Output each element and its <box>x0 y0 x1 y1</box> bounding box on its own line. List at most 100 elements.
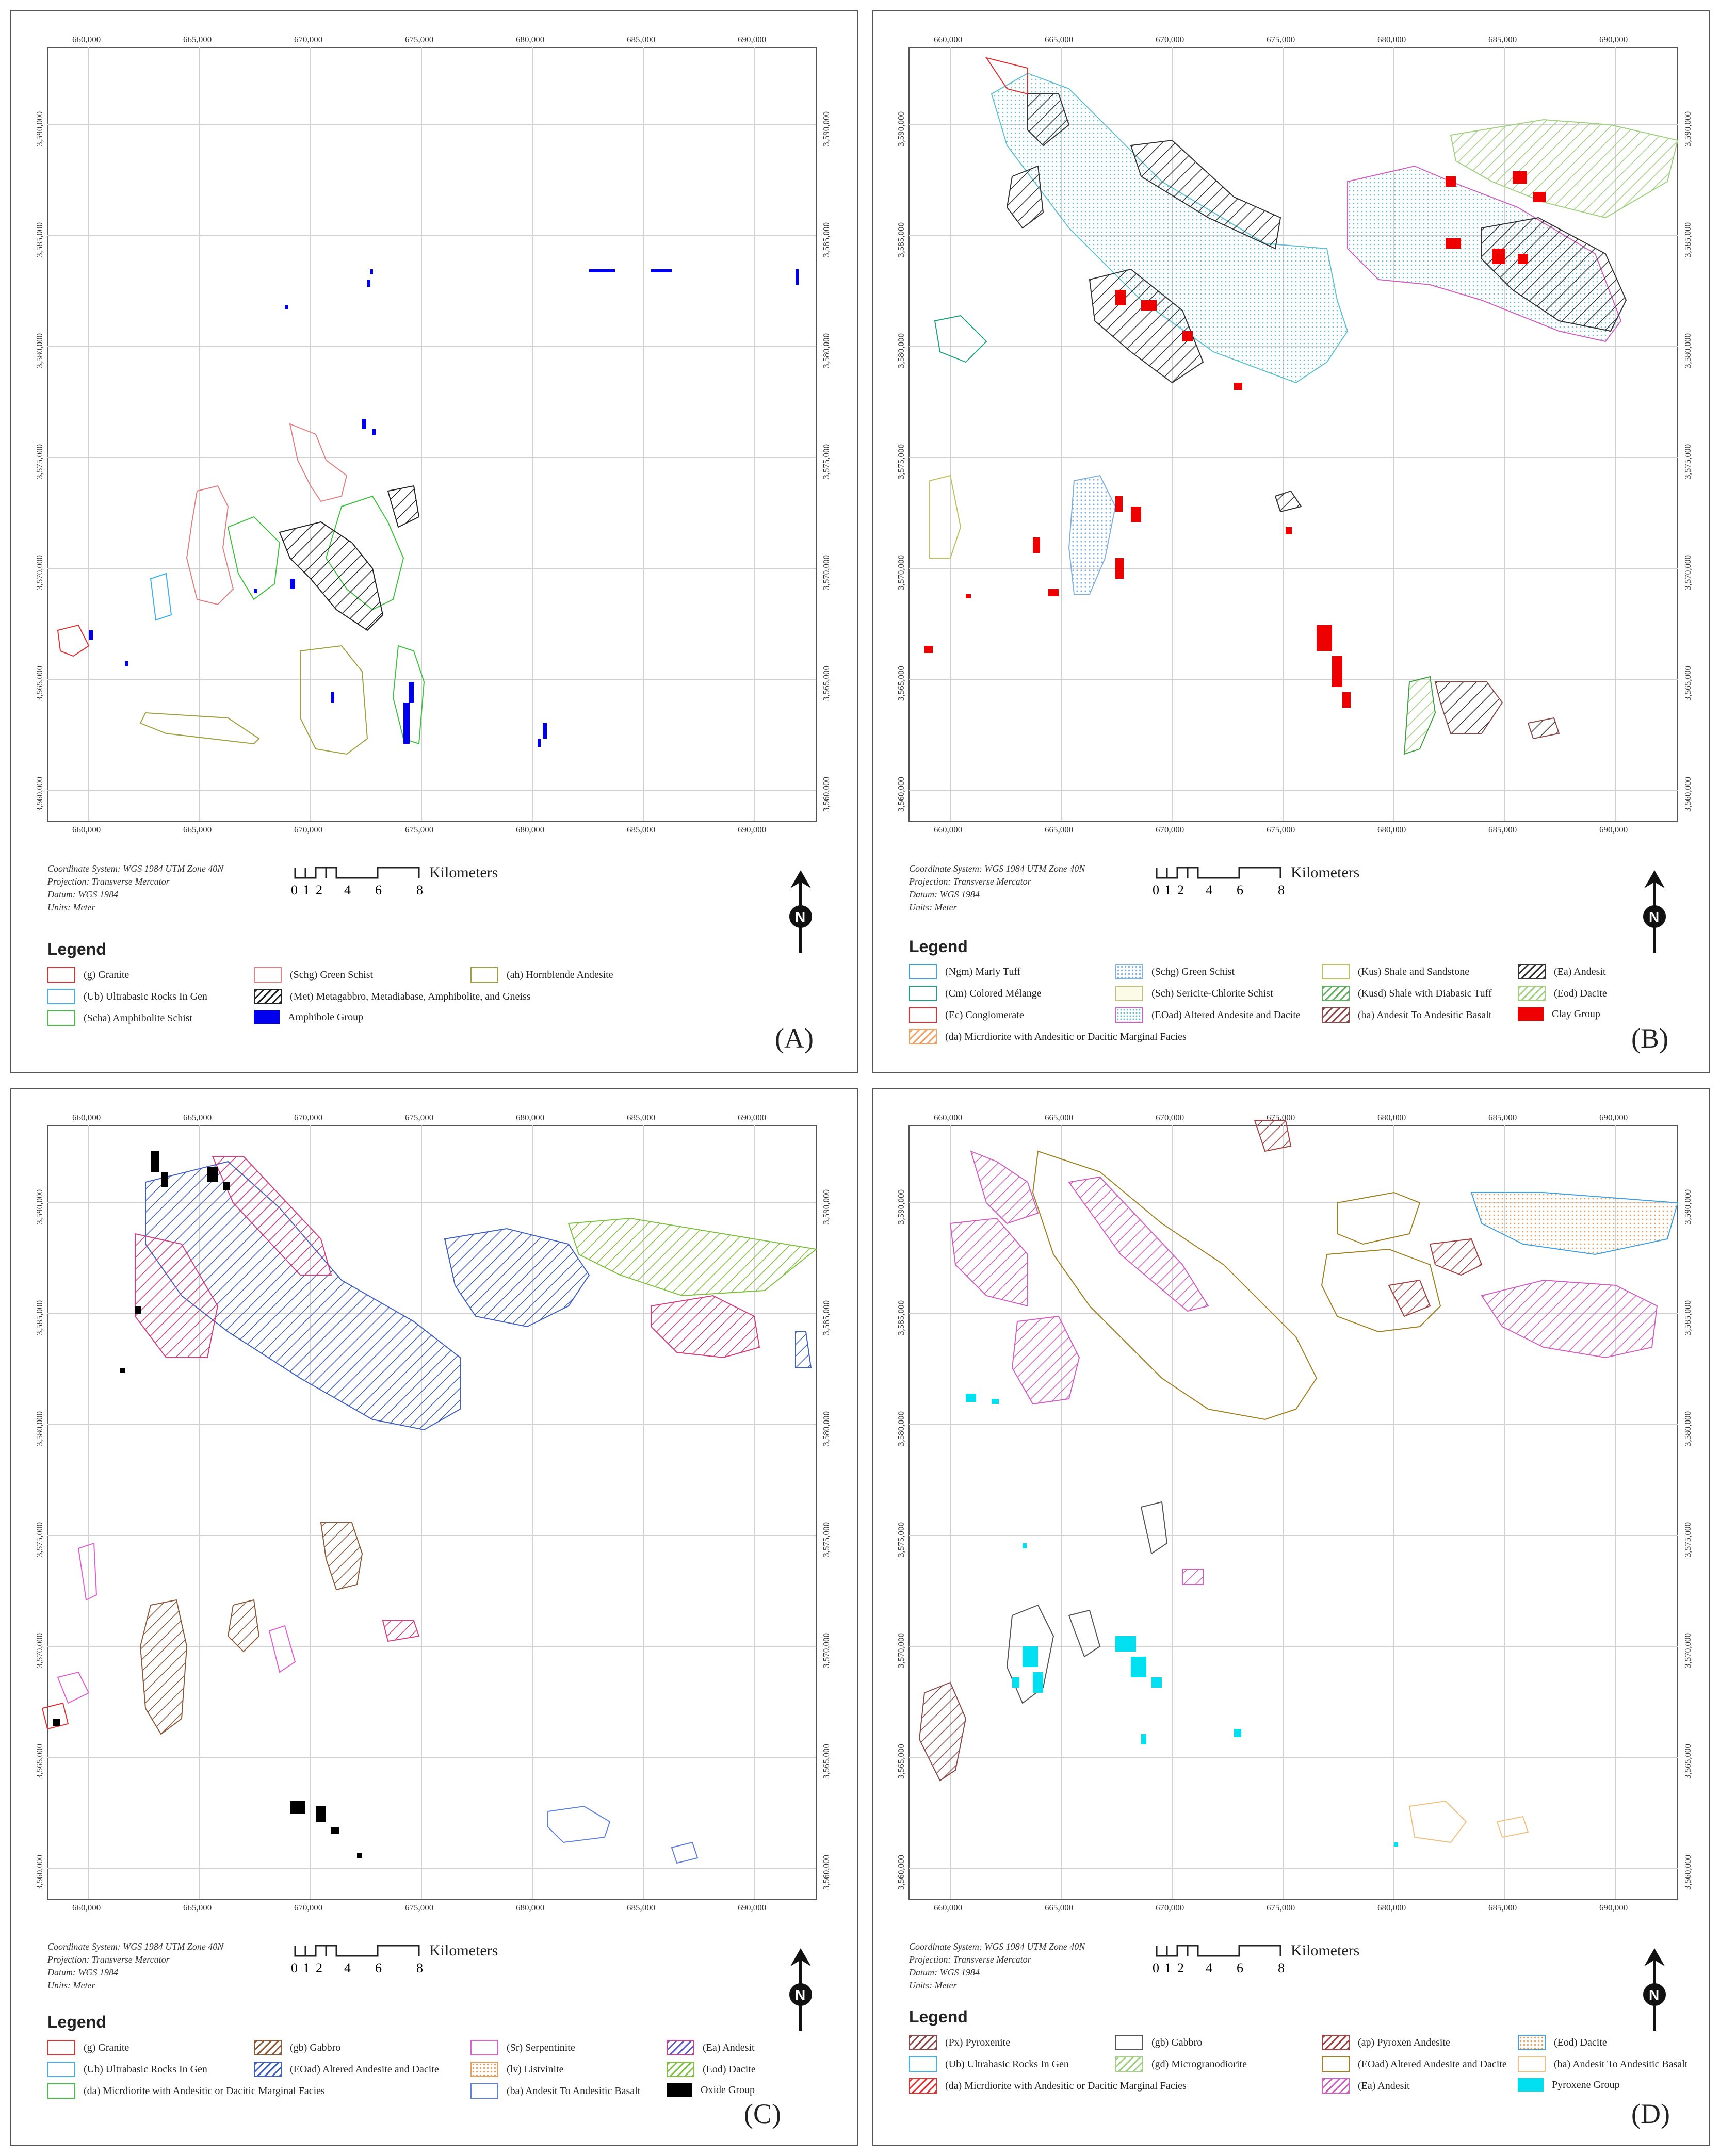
scale-unit: Kilometers <box>429 1942 498 1959</box>
x-tick: 680,000 <box>516 825 544 835</box>
scale-label: 1 <box>1164 1961 1171 1975</box>
geology-units-b <box>929 57 1679 755</box>
x-tick: 685,000 <box>1488 825 1517 835</box>
y-tick: 3,585,000 <box>896 1300 906 1335</box>
y-tick: 3,590,000 <box>896 111 906 146</box>
legend-title: Legend <box>47 2013 106 2031</box>
y-tick: 3,570,000 <box>821 1633 831 1668</box>
y-tick: 3,565,000 <box>821 666 831 701</box>
x-tick: 660,000 <box>934 825 962 835</box>
x-tick: 665,000 <box>1045 1903 1073 1913</box>
scale-unit: Kilometers <box>1291 1942 1360 1959</box>
x-tick: 660,000 <box>934 1903 962 1913</box>
y-tick: 3,590,000 <box>1683 1189 1693 1224</box>
panel-label: (D) <box>1631 2098 1670 2129</box>
north-arrow-icon: N <box>1643 1948 1666 2031</box>
map-metadata: Coordinate System: WGS 1984 UTM Zone 40N… <box>47 1941 224 1990</box>
legend-swatch <box>470 2040 498 2055</box>
legend-swatch <box>254 2040 282 2055</box>
y-tick: 3,560,000 <box>1683 1855 1693 1890</box>
y-tick: 3,565,000 <box>821 1744 831 1779</box>
legend-item: (gd) Microgranodiorite <box>1115 2056 1247 2072</box>
legend-item: (g) Granite <box>47 967 129 983</box>
scale-label: 8 <box>1278 1961 1285 1975</box>
scale-label: 0 <box>1153 1961 1159 1975</box>
y-tick: 3,590,000 <box>896 1189 906 1224</box>
x-tick: 670,000 <box>1156 825 1184 835</box>
legend-swatch <box>909 2035 937 2050</box>
clay-occurrences <box>924 171 1546 708</box>
legend-item: (EOad) Altered Andesite and Dacite <box>254 2062 439 2077</box>
north-arrow-icon: N <box>789 1948 812 2031</box>
legend-item: (ah) Hornblende Andesite <box>470 967 613 983</box>
y-tick: 3,570,000 <box>35 555 44 590</box>
y-tick: 3,585,000 <box>896 222 906 257</box>
legend-item: (Sr) Serpentinite <box>470 2040 575 2055</box>
y-tick: 3,585,000 <box>821 1300 831 1335</box>
scale-label: 4 <box>1206 1961 1212 1975</box>
y-tick: 3,580,000 <box>896 1411 906 1446</box>
legend-item: (Schg) Green Schist <box>254 967 373 983</box>
x-tick: 675,000 <box>1267 35 1295 44</box>
legend-item: (Scha) Amphibolite Schist <box>47 1010 192 1026</box>
legend-item: (da) Micrdiorite with Andesitic or Dacit… <box>47 2083 325 2099</box>
y-tick: 3,570,000 <box>1683 555 1693 590</box>
legend-item: (EOad) Altered Andesite and Dacite <box>1322 2056 1507 2072</box>
scale-label: 2 <box>1177 1961 1184 1975</box>
legend-swatch <box>1115 986 1143 1001</box>
scale-label: 4 <box>1206 883 1212 897</box>
x-tick: 685,000 <box>1488 1903 1517 1913</box>
x-tick: 680,000 <box>516 1903 544 1913</box>
y-tick: 3,560,000 <box>35 777 44 812</box>
x-tick: 680,000 <box>516 35 544 44</box>
y-tick: 3,575,000 <box>896 444 906 479</box>
legend-item: (Kus) Shale and Sandstone <box>1322 964 1469 979</box>
map-frame-d: 660,000 665,000 670,000 675,000 680,000 … <box>896 1113 1693 1913</box>
north-arrow-icon: N <box>1643 870 1666 953</box>
legend-title: Legend <box>909 937 968 956</box>
x-tick: 685,000 <box>627 1113 655 1122</box>
legend-item: (Px) Pyroxenite <box>909 2035 1010 2050</box>
scale-label: 4 <box>344 883 351 897</box>
legend-swatch <box>909 964 937 979</box>
legend-item: (Ea) Andesit <box>1322 2078 1410 2094</box>
legend-swatch <box>47 2062 75 2077</box>
scale-label: 6 <box>1237 883 1243 897</box>
x-tick: 680,000 <box>1377 825 1406 835</box>
x-tick: 690,000 <box>738 35 766 44</box>
x-tick: 690,000 <box>738 1903 766 1913</box>
legend-swatch <box>667 2062 694 2077</box>
legend-item: (Eod) Dacite <box>667 2062 756 2077</box>
x-tick: 660,000 <box>72 1903 101 1913</box>
legend-item: (Schg) Green Schist <box>1115 964 1235 979</box>
legend-swatch <box>1322 986 1350 1001</box>
y-tick: 3,565,000 <box>896 666 906 701</box>
scale-label: 6 <box>375 1961 382 1975</box>
scale-label: 0 <box>291 883 298 897</box>
y-tick: 3,575,000 <box>1683 1522 1693 1557</box>
y-tick: 3,570,000 <box>896 555 906 590</box>
x-tick: 660,000 <box>934 1113 962 1122</box>
x-tick: 675,000 <box>405 35 433 44</box>
x-tick: 665,000 <box>1045 825 1073 835</box>
y-tick: 3,590,000 <box>35 1189 44 1224</box>
x-tick: 680,000 <box>1377 1113 1406 1122</box>
x-tick: 685,000 <box>1488 1113 1517 1122</box>
legend-swatch <box>47 967 75 983</box>
y-tick: 3,565,000 <box>896 1744 906 1779</box>
y-tick: 3,580,000 <box>35 333 44 368</box>
legend-swatch <box>470 2083 498 2099</box>
y-tick: 3,560,000 <box>1683 777 1693 812</box>
y-tick: 3,580,000 <box>896 333 906 368</box>
legend-item: (Ec) Conglomerate <box>909 1007 1024 1023</box>
x-tick: 675,000 <box>1267 825 1295 835</box>
x-tick: 670,000 <box>1156 1113 1184 1122</box>
legend-swatch <box>1322 2078 1350 2094</box>
legend-item: (ba) Andesit To Andesitic Basalt <box>1322 1007 1491 1023</box>
legend-item: Amphibole Group <box>254 1010 363 1024</box>
y-tick: 3,585,000 <box>35 222 44 257</box>
legend-swatch <box>1518 1007 1544 1021</box>
map-frame-b: 660,000 665,000 670,000 675,000 680,000 … <box>896 35 1693 835</box>
legend-swatch <box>1322 1007 1350 1023</box>
legend-swatch <box>1322 2035 1350 2050</box>
